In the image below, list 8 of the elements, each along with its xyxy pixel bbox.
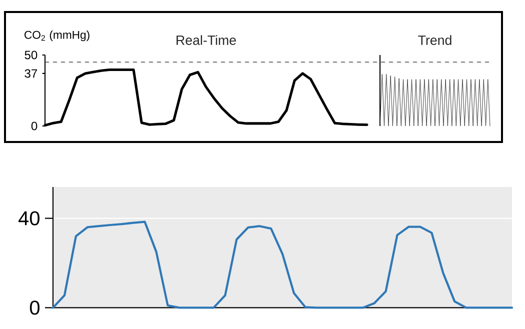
y-tick-label: 0 xyxy=(30,300,40,315)
y-tick-label: 50 xyxy=(24,50,38,60)
chart-title: Trend xyxy=(418,35,452,45)
y-tick-label: 40 xyxy=(18,211,40,226)
y-tick-label: 0 xyxy=(31,122,38,130)
chart-title: Real-Time xyxy=(176,35,236,45)
y-tick-label: 37 xyxy=(24,69,38,78)
y-axis-title: CO$_{2}$ (mmHg) xyxy=(24,30,90,42)
